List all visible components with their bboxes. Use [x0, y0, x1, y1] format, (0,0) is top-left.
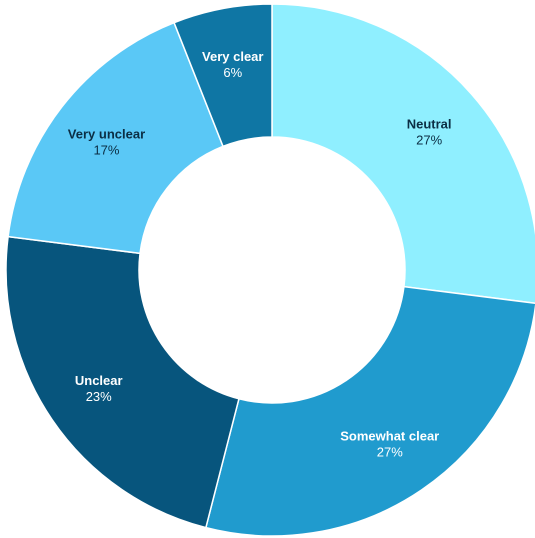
- slice-label-very-clear: Very clear: [202, 49, 263, 64]
- donut-slices: [5, 3, 535, 537]
- slice-very-unclear: [7, 21, 225, 255]
- slice-value-somewhat-clear: 27%: [377, 444, 403, 459]
- slice-unclear: [5, 235, 240, 529]
- slice-label-neutral: Neutral: [407, 116, 452, 131]
- slice-value-very-clear: 6%: [223, 65, 242, 80]
- slice-value-very-unclear: 17%: [93, 143, 119, 158]
- slice-label-very-unclear: Very unclear: [68, 127, 145, 142]
- slice-value-neutral: 27%: [416, 132, 442, 147]
- slice-neutral: [271, 3, 535, 304]
- slice-label-unclear: Unclear: [75, 373, 123, 388]
- slice-somewhat-clear: [204, 285, 535, 537]
- slice-value-unclear: 23%: [86, 389, 112, 404]
- slice-label-somewhat-clear: Somewhat clear: [340, 428, 439, 443]
- slice-very-clear: [173, 3, 273, 148]
